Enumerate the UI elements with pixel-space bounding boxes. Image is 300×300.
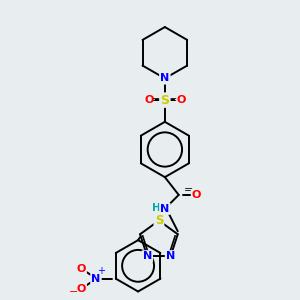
Text: =: = [152, 95, 162, 105]
Text: N: N [142, 251, 152, 261]
Text: N: N [160, 74, 170, 83]
Text: O: O [192, 190, 201, 200]
Text: N: N [160, 204, 170, 214]
Text: O: O [144, 95, 154, 105]
Text: O: O [76, 284, 86, 293]
Text: =: = [184, 185, 193, 195]
Text: +: + [97, 266, 105, 276]
Text: −: − [68, 287, 78, 298]
Text: S: S [160, 94, 169, 106]
Text: S: S [155, 214, 163, 227]
Text: H: H [152, 203, 160, 213]
Text: N: N [166, 251, 175, 261]
Text: N: N [91, 274, 101, 284]
Text: =: = [168, 95, 178, 105]
Text: O: O [76, 264, 86, 274]
Text: O: O [176, 95, 185, 105]
